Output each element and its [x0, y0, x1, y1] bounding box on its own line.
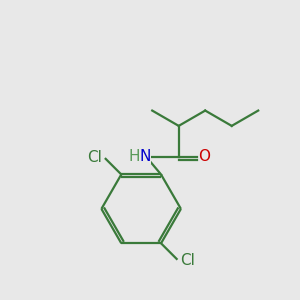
Text: Cl: Cl — [87, 150, 102, 165]
Text: H: H — [128, 149, 140, 164]
Text: Cl: Cl — [180, 253, 195, 268]
Text: O: O — [199, 149, 211, 164]
Text: N: N — [140, 149, 151, 164]
